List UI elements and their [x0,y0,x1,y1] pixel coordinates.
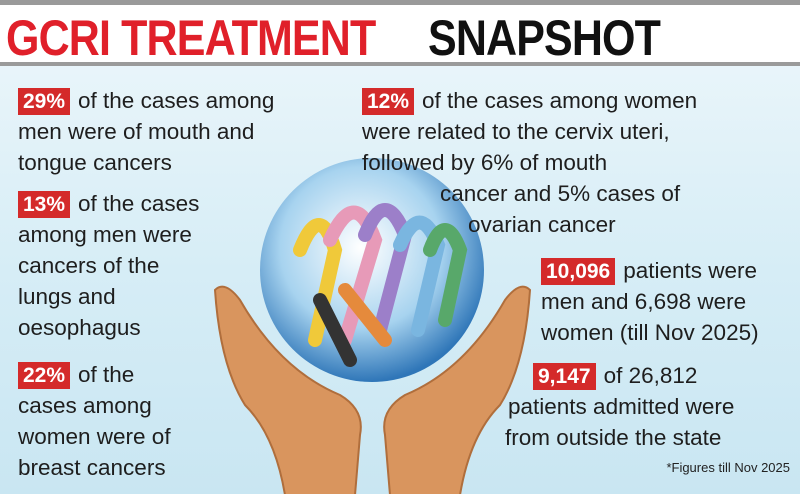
highlight: 29% [18,88,71,115]
hands [213,285,532,494]
fact-line: were related to the cervix uteri, [362,119,670,144]
fact-line: cancer and 5% cases of [440,181,681,206]
fact-line: men were of mouth and [18,119,255,144]
highlight: 9,147 [533,363,596,390]
fact-line: cancers of the [18,253,160,278]
fact-line: of 26,812 [603,363,698,388]
fact-line: from outside the state [505,425,722,450]
fact-line: of the cases [78,191,200,216]
highlight: 10,096 [541,258,616,285]
header: GCRI TREATMENT SNAPSHOT [0,0,800,66]
fact-line: breast cancers [18,455,166,480]
title-red: GCRI TREATMENT [6,10,376,66]
fact-line: ovarian cancer [468,212,616,237]
fact-line: of the cases among women [422,88,698,113]
footnote: *Figures till Nov 2025 [666,460,790,475]
fact-line: patients were [623,258,758,283]
title-black: SNAPSHOT [428,10,661,66]
fact-line: of the cases among [78,88,275,113]
highlight: 22% [18,362,71,389]
fact-line: cases among [18,393,152,418]
fact-line: women were of [18,424,171,449]
fact-line: lungs and [18,284,116,309]
fact-line: tongue cancers [18,150,172,175]
fact-line: women (till Nov 2025) [541,320,759,345]
highlight: 13% [18,191,71,218]
ribbons [293,203,468,367]
fact-line: men and 6,698 were [541,289,747,314]
highlight: 12% [362,88,415,115]
fact-line: patients admitted were [508,394,735,419]
fact-line: oesophagus [18,315,141,340]
fact-line: among men were [18,222,192,247]
fact-line: of the [78,362,135,387]
fact-line: followed by 6% of mouth [362,150,608,175]
